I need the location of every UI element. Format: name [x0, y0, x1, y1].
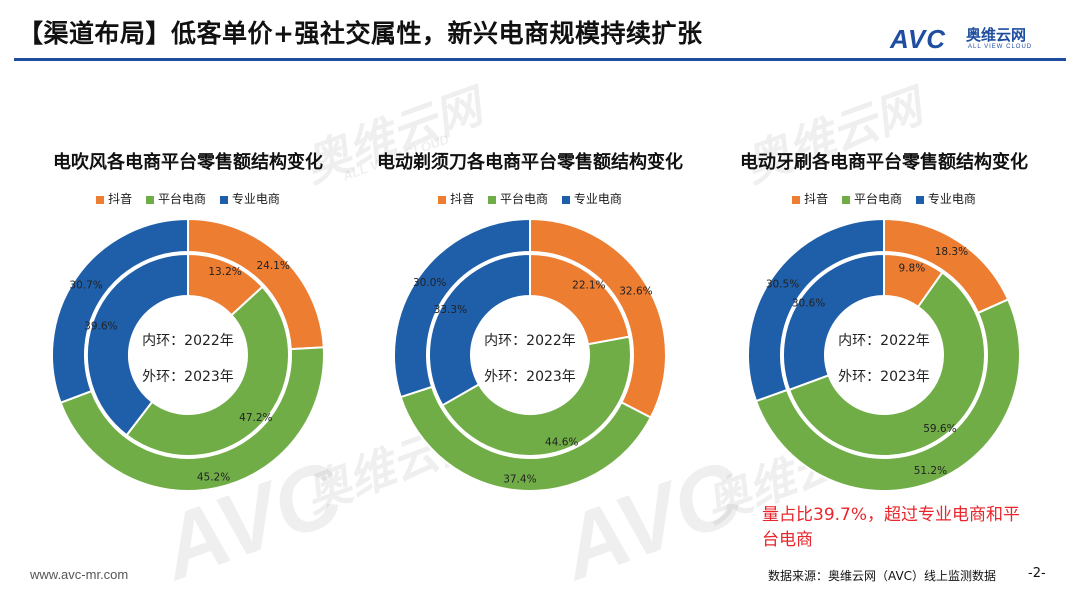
logo-wordmark: AVC — [890, 24, 946, 54]
page-number: -2- — [1028, 566, 1046, 581]
center-label-outer: 外环：2023年 — [142, 369, 234, 385]
donut-chart: 24.1% 45.2% 30.7% 13.2% 47.2% 39.6% 内环：2022年外环… — [51, 217, 325, 492]
slice-label-outer-douyin: 32.6% — [619, 286, 652, 298]
title-divider — [14, 58, 1066, 61]
slice-label-inner-douyin: 9.8% — [899, 262, 926, 274]
legend-item-platform: 平台电商 — [841, 190, 902, 207]
slice-outer-platform — [754, 298, 1022, 492]
logo-english-name: ALL VIEW CLOUD — [968, 44, 1033, 50]
legend-item-platform: 平台电商 — [487, 190, 548, 207]
legend-swatch-platform — [145, 195, 154, 204]
logo-chinese-name: 奥维云网 — [966, 26, 1027, 44]
slice-label-inner-douyin: 13.2% — [208, 266, 241, 278]
legend-item-specialty: 专业电商 — [561, 190, 622, 207]
highlight-callout: 量占比39.7%，超过专业电商和平台电商 — [762, 505, 1021, 550]
slice-label-outer-specialty: 30.5% — [766, 279, 799, 291]
legend-swatch-douyin — [438, 195, 447, 204]
chart-legend: 抖音 平台电商 专业电商 — [360, 190, 700, 207]
legend-swatch-douyin — [96, 195, 105, 204]
donut-chart: 32.6% 37.4% 30.0% 22.1% 44.6% 33.3% 内环：2022年外环… — [393, 217, 667, 492]
legend-item-specialty: 专业电商 — [915, 190, 976, 207]
slice-inner-specialty — [428, 252, 531, 407]
legend-item-douyin: 抖音 — [96, 190, 132, 207]
chart-legend: 抖音 平台电商 专业电商 — [714, 190, 1054, 207]
footer-website[interactable]: www.avc-mr.com — [30, 567, 129, 582]
center-label-inner: 内环：2022年 — [142, 333, 234, 349]
slice-outer-platform — [59, 346, 325, 492]
slice-outer-specialty — [51, 217, 189, 404]
slice-label-outer-douyin: 18.3% — [935, 246, 968, 258]
slice-label-inner-specialty: 33.3% — [434, 304, 467, 316]
slice-label-outer-platform: 37.4% — [503, 474, 536, 486]
chart-title: 电吹风各电商平台零售额结构变化 — [53, 152, 323, 173]
center-label-outer: 外环：2023年 — [838, 369, 930, 385]
slice-label-outer-specialty: 30.0% — [413, 277, 446, 289]
legend-swatch-specialty — [561, 195, 570, 204]
legend-item-douyin: 抖音 — [438, 190, 474, 207]
slice-label-outer-platform: 51.2% — [914, 465, 947, 477]
chart-electric-toothbrush: 电动牙刷各电商平台零售额结构变化 抖音 平台电商 专业电商 18.3% 51.2%… — [714, 140, 1054, 520]
chart-title: 电动剃须刀各电商平台零售额结构变化 — [377, 152, 683, 173]
slice-label-outer-douyin: 24.1% — [256, 260, 289, 272]
chart-electric-shaver: 电动剃须刀各电商平台零售额结构变化 抖音 平台电商 专业电商 32.6% 37.4… — [360, 140, 700, 520]
chart-title: 电动牙刷各电商平台零售额结构变化 — [740, 152, 1028, 173]
chart-hair-dryer: 电吹风各电商平台零售额结构变化 抖音 平台电商 专业电商 24.1% 45.2% 3… — [18, 140, 358, 520]
legend-swatch-platform — [487, 195, 496, 204]
legend-item-douyin: 抖音 — [792, 190, 828, 207]
slice-outer-specialty — [747, 217, 885, 403]
center-label-outer: 外环：2023年 — [484, 369, 576, 385]
center-label-inner: 内环：2022年 — [838, 333, 930, 349]
slice-label-inner-platform: 44.6% — [545, 436, 578, 448]
slice-label-inner-specialty: 30.6% — [792, 297, 825, 309]
slice-inner-specialty — [782, 252, 885, 392]
legend-swatch-platform — [841, 195, 850, 204]
legend-swatch-specialty — [915, 195, 924, 204]
slice-label-inner-douyin: 22.1% — [572, 279, 605, 291]
footer-data-source: 数据来源：奥维云网（AVC）线上监测数据 — [768, 569, 997, 583]
chart-legend: 抖音 平台电商 专业电商 — [18, 190, 358, 207]
legend-item-specialty: 专业电商 — [219, 190, 280, 207]
slice-inner-platform — [787, 271, 986, 457]
slice-label-outer-specialty: 30.7% — [69, 279, 102, 291]
slice-outer-specialty — [393, 217, 531, 399]
slice-label-inner-platform: 59.6% — [923, 423, 956, 435]
center-label-inner: 内环：2022年 — [484, 333, 576, 349]
slice-inner-platform — [441, 335, 632, 457]
legend-swatch-specialty — [219, 195, 228, 204]
legend-item-platform: 平台电商 — [145, 190, 206, 207]
donut-chart: 18.3% 51.2% 30.5% 9.8% 59.6% 30.6% 内环：2022年外环：… — [747, 217, 1022, 492]
slice-label-inner-platform: 47.2% — [239, 412, 272, 424]
slice-inner-specialty — [86, 252, 189, 437]
slide-title: 【渠道布局】低客单价+强社交属性，新兴电商规模持续扩张 — [18, 19, 703, 48]
slice-inner-platform — [125, 285, 290, 457]
slice-label-outer-platform: 45.2% — [197, 471, 230, 483]
brand-logo: AVC 奥维云网 ALL VIEW CLOUD — [890, 24, 1060, 58]
legend-swatch-douyin — [792, 195, 801, 204]
slice-label-inner-specialty: 39.6% — [84, 320, 117, 332]
